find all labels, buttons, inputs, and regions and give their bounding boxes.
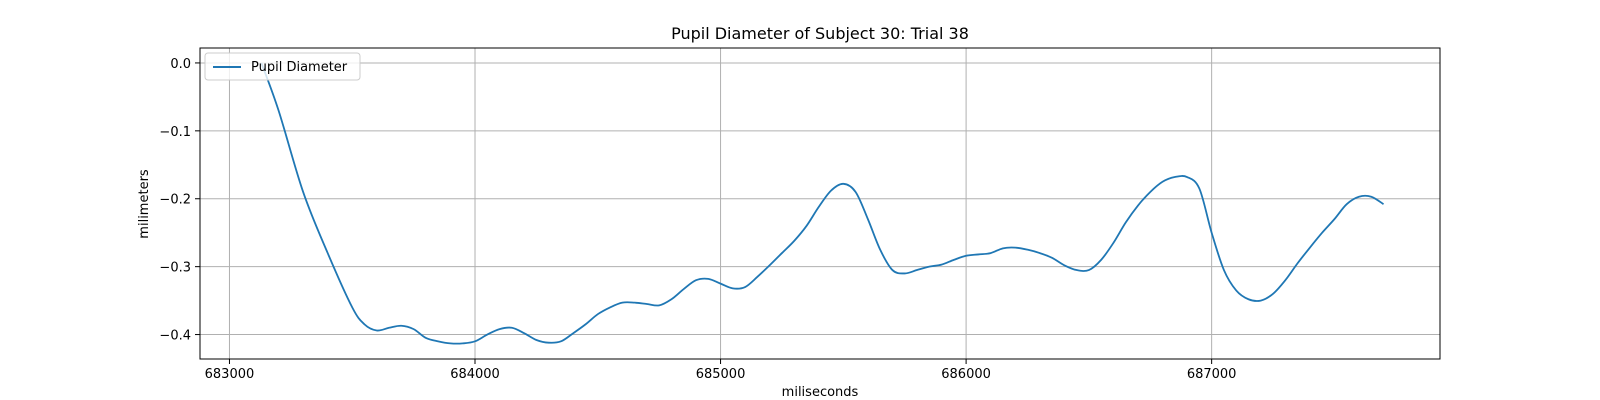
y-tick-label: −0.1	[159, 125, 191, 140]
legend: Pupil Diameter	[204, 52, 361, 81]
grid-lines	[200, 48, 1440, 359]
y-axis-ticks: 0.0 −0.1 −0.2 −0.3 −0.4	[159, 57, 200, 344]
y-axis-label: milimeters	[137, 169, 152, 239]
series-layer	[260, 62, 1385, 345]
plot-area-frame	[199, 47, 1441, 360]
x-axis-ticks: 683000 684000 685000 686000 687000	[205, 359, 1237, 382]
x-tick-label: 685000	[696, 367, 746, 382]
y-tick-label: 0.0	[170, 57, 191, 72]
x-tick-label: 684000	[450, 367, 500, 382]
y-tick-label: −0.3	[159, 261, 191, 276]
legend-label: Pupil Diameter	[251, 60, 348, 75]
chart-title: Pupil Diameter of Subject 30: Trial 38	[671, 24, 969, 43]
x-tick-label: 686000	[941, 367, 991, 382]
x-axis-label: miliseconds	[782, 385, 859, 400]
legend-box	[204, 52, 361, 81]
series-line	[260, 62, 1385, 345]
y-tick-label: −0.4	[159, 329, 191, 344]
x-tick-label: 683000	[205, 367, 255, 382]
x-tick-label: 687000	[1187, 367, 1237, 382]
y-tick-label: −0.2	[159, 193, 191, 208]
